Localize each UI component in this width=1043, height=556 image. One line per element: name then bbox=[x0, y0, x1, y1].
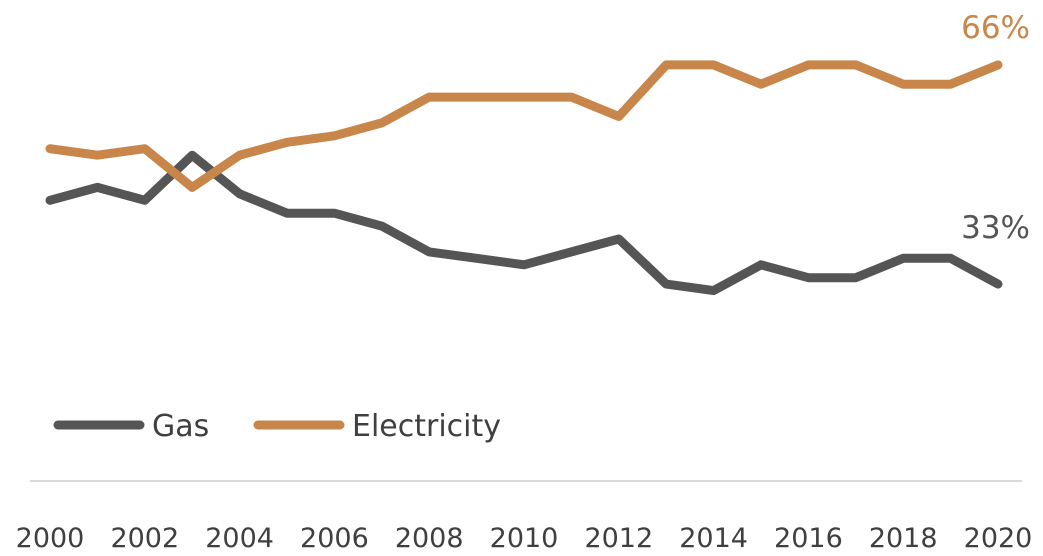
electricity-series-line bbox=[45, 60, 1003, 192]
x-tick-label-2016: 2016 bbox=[774, 523, 843, 554]
legend: Gas Electricity bbox=[53, 409, 501, 444]
x-tick-label-2012: 2012 bbox=[584, 523, 653, 554]
legend-label-gas: Gas bbox=[152, 409, 209, 444]
x-tick-label-2014: 2014 bbox=[679, 523, 748, 554]
x-tick-label-2004: 2004 bbox=[205, 523, 274, 554]
gas-series-line bbox=[45, 150, 1003, 296]
x-tick-label-2000: 2000 bbox=[16, 523, 85, 554]
x-axis-ticks: 2000 2002 2004 2006 2008 2010 2012 2014 2016 2018… bbox=[16, 523, 1033, 554]
legend-label-electricity: Electricity bbox=[352, 409, 501, 444]
gas-end-label: 33% bbox=[961, 210, 1030, 246]
x-tick-label-2006: 2006 bbox=[300, 523, 369, 554]
x-tick-label-2002: 2002 bbox=[110, 523, 179, 554]
electricity-end-label: 66% bbox=[961, 10, 1030, 46]
x-tick-label-2018: 2018 bbox=[869, 523, 938, 554]
x-tick-label-2010: 2010 bbox=[490, 523, 559, 554]
x-tick-label-2008: 2008 bbox=[395, 523, 464, 554]
x-tick-label-2020: 2020 bbox=[964, 523, 1033, 554]
series-layer bbox=[45, 60, 1003, 296]
